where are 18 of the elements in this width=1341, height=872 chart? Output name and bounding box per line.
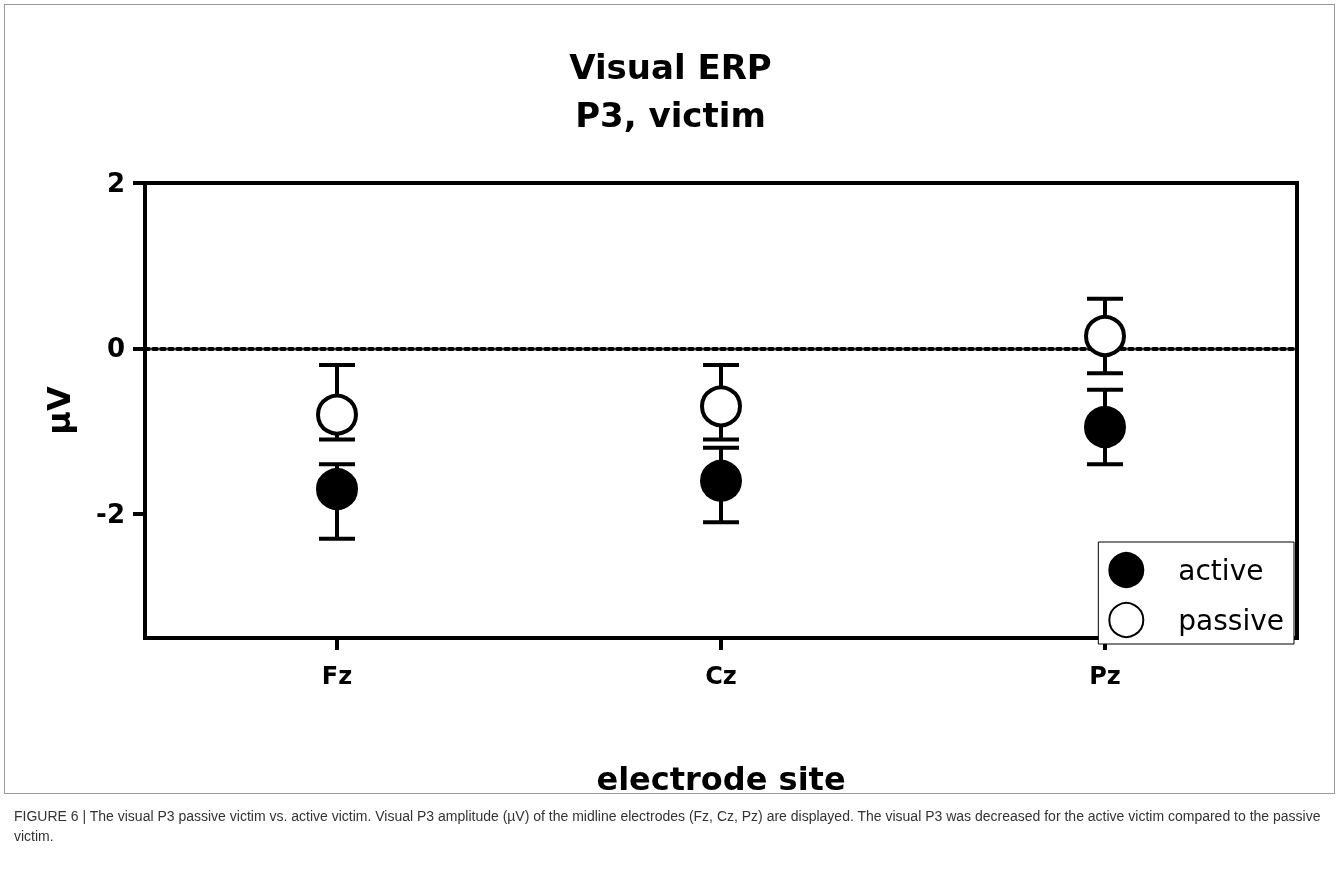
x-tick-label: Cz — [705, 662, 737, 690]
x-tick-label: Fz — [321, 662, 353, 690]
point — [1084, 315, 1126, 358]
legend-label: passive — [1178, 603, 1284, 637]
point — [316, 393, 358, 436]
y-axis-title: µV — [40, 386, 78, 435]
point — [316, 468, 358, 511]
legend-label: active — [1178, 553, 1264, 587]
y-tick-label: 2 — [106, 168, 125, 198]
y-tick-label: 0 — [106, 333, 125, 364]
point — [700, 385, 742, 428]
x-axis-title: electrode site — [596, 760, 846, 798]
caption: FIGURE 6 | The visual P3 passive victim vs. active victim. Visual P3 amplitude (µV) of the midline electrodes (Fz, Cz, Pz) are displayed. The visual P3 was decreased for the active victim compared to the passive victim. — [14, 807, 1322, 846]
y-tick-label: -2 — [96, 498, 125, 529]
point — [700, 459, 742, 502]
x-tick-label: Pz — [1089, 662, 1121, 690]
chart-title: Visual ERP P3, victim — [569, 47, 772, 135]
point — [1084, 406, 1126, 449]
